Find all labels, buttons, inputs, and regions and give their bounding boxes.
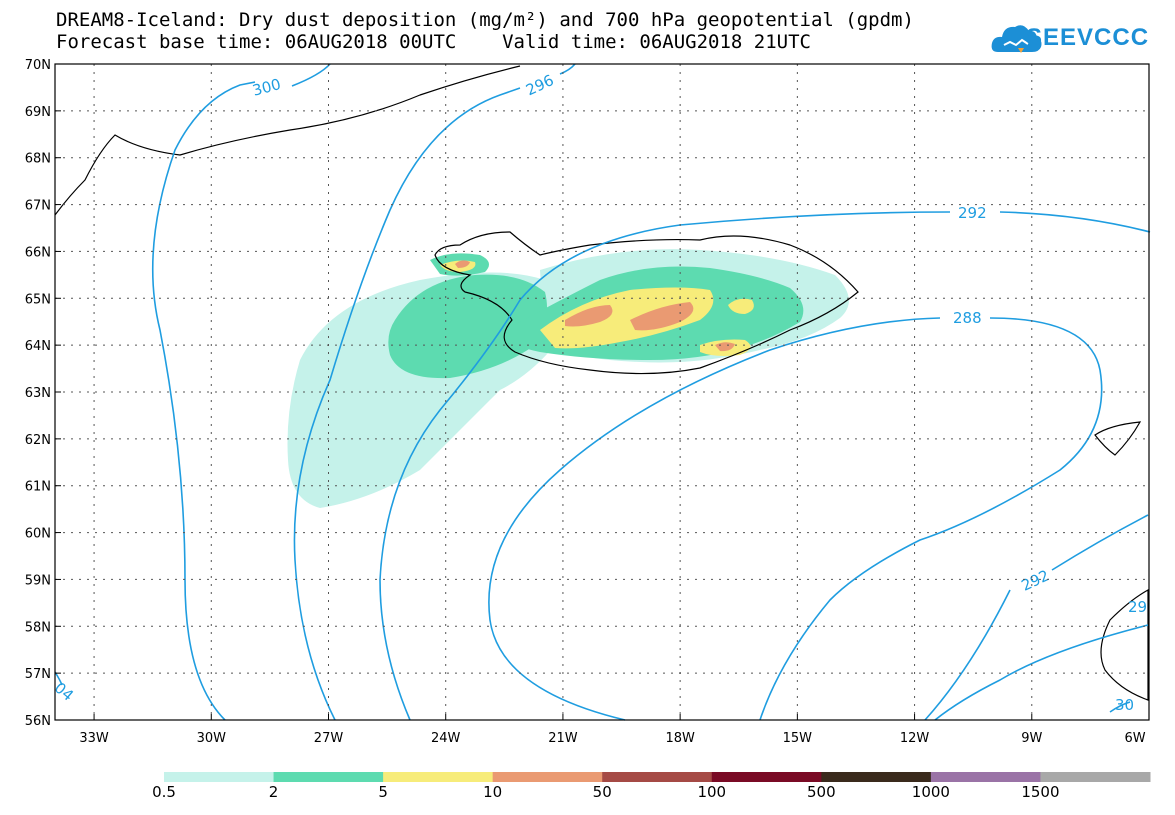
legend-swatch [1040,772,1151,782]
longitude-label: 24W [431,731,461,746]
legend-swatch [492,772,603,782]
latitude-axis: 70N 69N 68N 67N 66N 65N 64N 63N 62N 61N 60N 59N 58N 5… [25,58,61,729]
legend-label: 10 [483,783,503,801]
map-subtitle: Forecast base time: 06AUG2018 00UTC Vali… [56,31,811,53]
legend-label: 1500 [1021,783,1060,801]
latitude-label: 59N [25,573,51,588]
legend-label: 2 [268,783,279,801]
legend-swatch [821,772,932,782]
legend-label: 50 [592,783,612,801]
legend-colorbar [164,772,1151,782]
legend-swatch [930,772,1041,782]
longitude-label: 21W [548,731,578,746]
longitude-label: 6W [1124,731,1145,746]
cloud-icon [991,25,1042,53]
longitude-axis: 33W 30W 27W 24W 21W 18W 15W 12W 9W 6W [79,714,1150,746]
legend-label: 100 [697,783,727,801]
latitude-label: 70N [25,58,51,73]
latitude-label: 61N [25,480,51,495]
longitude-label: 30W [197,731,227,746]
legend-swatch [273,772,384,782]
legend-swatch [164,772,275,782]
longitude-label: 33W [79,731,109,746]
latitude-label: 67N [25,199,51,214]
latitude-label: 68N [25,152,51,167]
map-title: DREAM8-Iceland: Dry dust deposition (mg/… [56,9,914,31]
latitude-label: 62N [25,433,51,448]
legend-swatch [383,772,494,782]
latitude-label: 66N [25,245,51,260]
longitude-label: 27W [314,731,344,746]
legend-swatch [602,772,713,782]
contour-label: 30 [1115,696,1134,714]
latitude-label: 69N [25,105,51,120]
longitude-label: 15W [783,731,813,746]
contour-label: 29 [1128,598,1147,616]
geopotential-contours [54,63,1151,721]
latitude-label: 65N [25,292,51,307]
latitude-label: 57N [25,667,51,682]
graticule [55,64,1149,720]
longitude-label: 12W [900,731,930,746]
legend-label: 500 [807,783,836,801]
longitude-label: 18W [665,731,695,746]
contour-label: 288 [953,309,982,327]
legend-label: 0.5 [152,783,176,801]
latitude-label: 64N [25,339,51,354]
latitude-label: 60N [25,527,51,542]
logo-text: SEEVCCC [1026,24,1150,51]
longitude-label: 9W [1021,731,1042,746]
latitude-label: 56N [25,714,51,729]
legend-label: 1000 [911,783,950,801]
legend-swatch [711,772,822,782]
latitude-label: 63N [25,386,51,401]
latitude-label: 58N [25,620,51,635]
legend-label: 5 [378,783,388,801]
map-plot-area [55,64,1149,720]
contour-label: 292 [958,204,987,222]
dust-deposition-field [287,249,849,508]
